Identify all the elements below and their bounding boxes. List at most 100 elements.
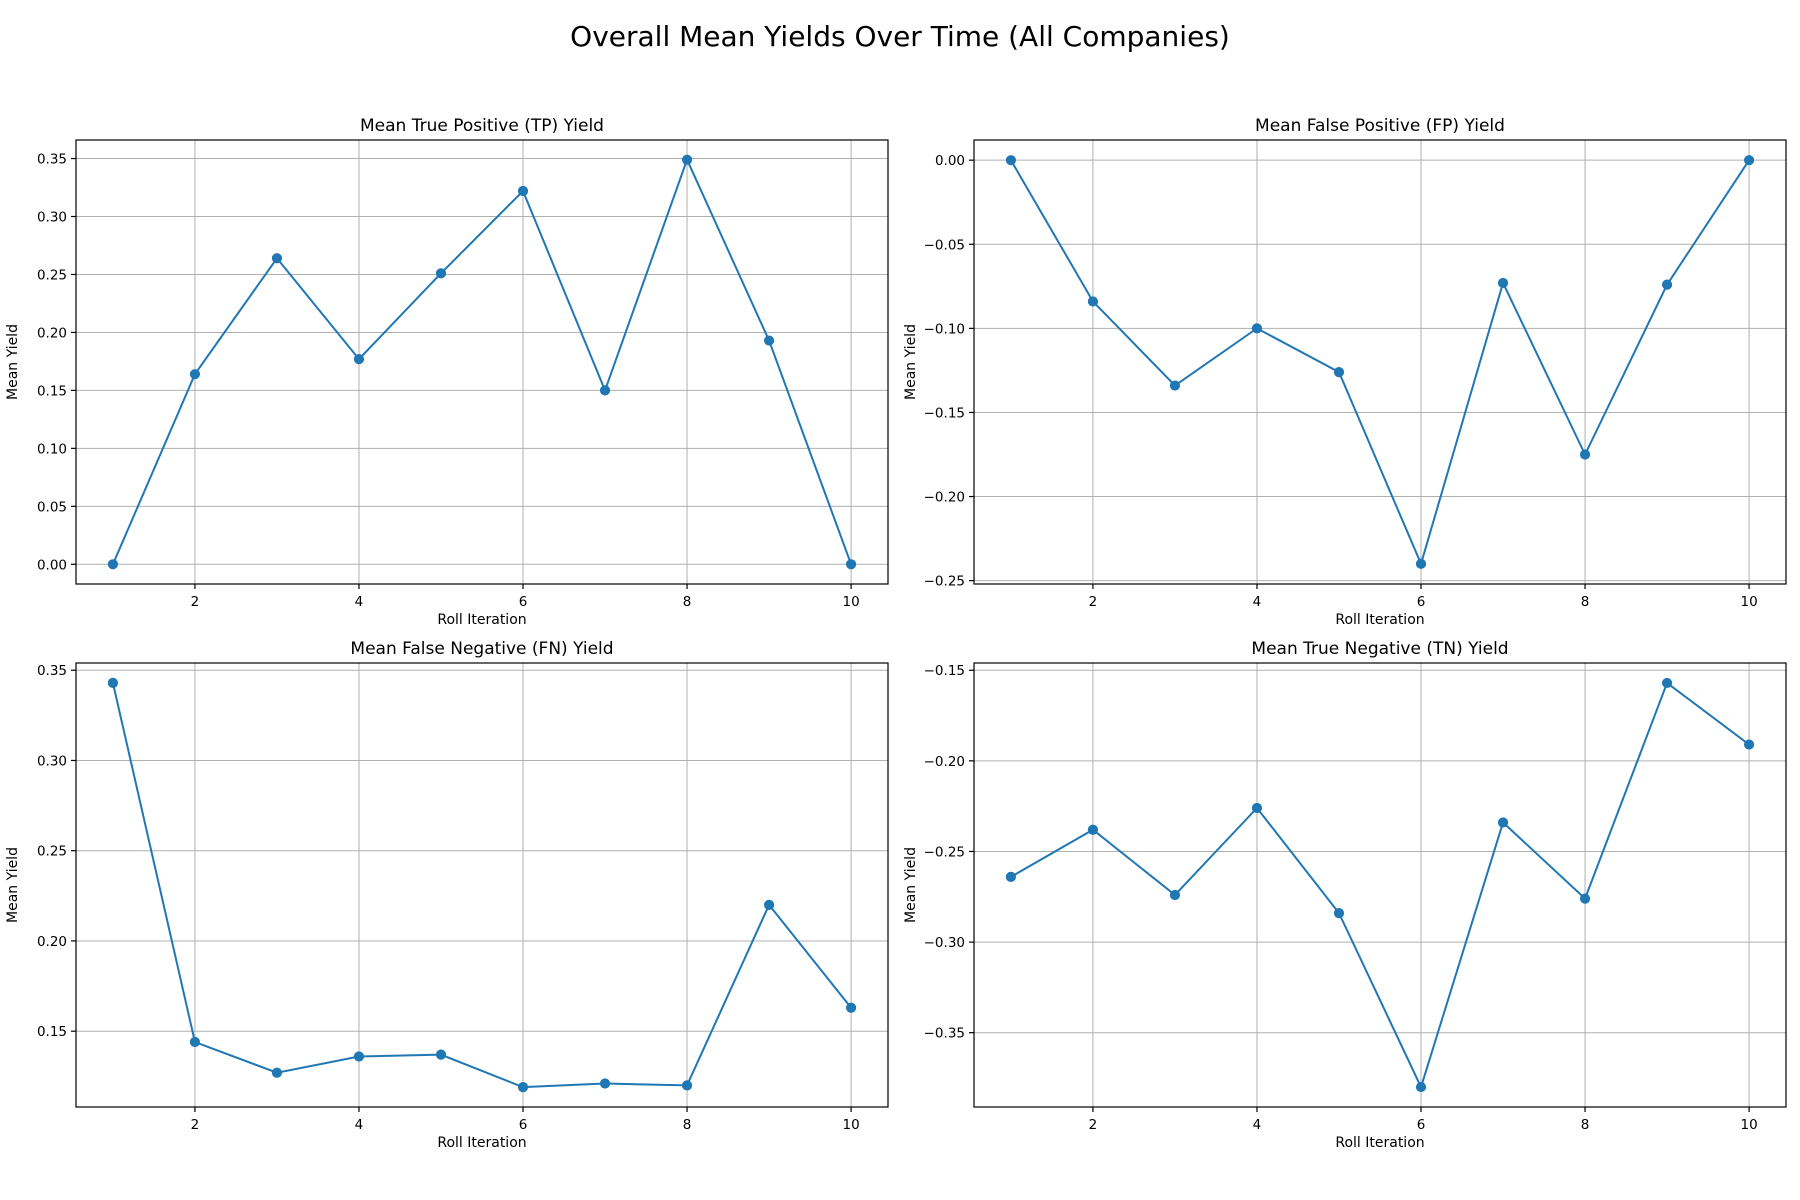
data-point [353, 354, 365, 365]
subplot-tn: 2 4 6 8 10 −0.15 −0.20 −0.25 −0.30 −0.35 Mean True… [903, 639, 1787, 1151]
data-point [189, 369, 201, 380]
data-point [681, 1080, 693, 1091]
series-line-fn [111, 682, 852, 1089]
data-point [271, 1067, 283, 1078]
data-point [271, 253, 283, 264]
data-point [763, 899, 775, 910]
x-axis-label-fp: Roll Iteration [1335, 612, 1424, 628]
markers-fn [107, 677, 857, 1093]
data-point [1743, 739, 1755, 750]
x-tick-label: 10 [1740, 594, 1757, 610]
x-tick-label: 8 [1581, 1117, 1590, 1133]
data-point [1333, 907, 1345, 919]
y-tick-label: 0.35 [37, 663, 67, 679]
data-point [107, 559, 119, 570]
figure-title: Overall Mean Yields Over Time (All Compa… [570, 20, 1230, 53]
x-tick-label: 6 [519, 594, 528, 610]
data-point [1169, 380, 1181, 391]
data-point [1333, 366, 1345, 378]
axes-frame-tn [973, 662, 1787, 1108]
x-tick-label: 2 [1089, 594, 1098, 610]
data-point [1661, 677, 1673, 689]
axes-frame-fp [973, 139, 1787, 585]
y-tick-label: 0.35 [37, 152, 67, 168]
x-axis-label-fn: Roll Iteration [437, 1135, 526, 1151]
data-point [1579, 893, 1591, 904]
data-point [681, 154, 693, 165]
y-tick-label: −0.15 [924, 405, 965, 421]
series-line-tp [111, 157, 853, 565]
axes-frame-fn [75, 662, 889, 1108]
x-tick-label: 8 [683, 1117, 692, 1133]
x-tick-label: 8 [683, 594, 692, 610]
data-point [599, 385, 611, 396]
data-point [1087, 296, 1099, 307]
y-tick-label: 0.20 [37, 325, 67, 341]
series-line-tn [1010, 681, 1750, 1090]
gridlines-tp [76, 140, 888, 584]
x-tick-label: 2 [1089, 1117, 1098, 1133]
data-point [435, 1049, 447, 1060]
x-tick-label: 6 [1417, 594, 1426, 610]
x-axis-label-tp: Roll Iteration [437, 612, 526, 628]
data-point [353, 1051, 365, 1062]
y-tick-label: 0.25 [37, 267, 67, 283]
x-tick-label: 10 [842, 594, 859, 610]
y-tick-label: −0.10 [924, 321, 965, 337]
markers-fp [1005, 155, 1755, 569]
data-point [1415, 558, 1427, 569]
data-point [1661, 279, 1673, 290]
subplot-grid: 2 4 6 8 10 0.00 0.05 0.10 0.15 0.20 0.25 0.30 0.35 Me… [5, 116, 1787, 1151]
data-point [763, 335, 775, 346]
x-tick-label: 4 [1253, 1117, 1262, 1133]
data-point [845, 559, 857, 570]
y-axis-label-tp: Mean Yield [5, 324, 21, 400]
subplot-title-fp: Mean False Positive (FP) Yield [1255, 116, 1505, 136]
series-line-fp [1010, 159, 1750, 567]
x-tick-label: 10 [842, 1117, 859, 1133]
y-tick-label: 0.10 [37, 441, 67, 457]
y-tick-label: −0.05 [924, 237, 965, 253]
data-point [1251, 802, 1263, 814]
y-axis-label-fp: Mean Yield [903, 324, 919, 400]
x-tick-label: 4 [1253, 594, 1262, 610]
x-tick-label: 4 [355, 594, 364, 610]
data-point [845, 1002, 857, 1013]
y-tick-label: −0.25 [924, 574, 965, 590]
subplot-title-tp: Mean True Positive (TP) Yield [360, 116, 604, 136]
data-point [189, 1036, 201, 1048]
y-tick-label: 0.25 [37, 844, 67, 860]
axes-frame-tp [75, 139, 889, 585]
x-tick-label: 10 [1740, 1117, 1757, 1133]
data-point [1497, 817, 1509, 828]
x-axis-label-tn: Roll Iteration [1335, 1135, 1424, 1151]
x-tick-label: 8 [1581, 594, 1590, 610]
markers-tn [1005, 677, 1755, 1093]
x-tick-label: 6 [1417, 1117, 1426, 1133]
data-point [1169, 889, 1181, 901]
data-point [1087, 824, 1099, 835]
data-point [1415, 1081, 1427, 1093]
y-tick-label: −0.20 [924, 490, 965, 506]
y-tick-label: 0.00 [37, 557, 67, 573]
data-point [1743, 155, 1755, 166]
x-tick-label: 6 [519, 1117, 528, 1133]
y-tick-label: −0.25 [924, 844, 965, 860]
y-tick-label: 0.15 [37, 383, 67, 399]
data-point [107, 677, 119, 688]
y-tick-label: −0.35 [924, 1026, 965, 1042]
markers-tp [107, 154, 857, 570]
data-point [1251, 323, 1263, 334]
y-tick-label: 0.30 [37, 210, 67, 226]
data-point [517, 185, 529, 197]
data-point [1005, 155, 1017, 166]
subplot-title-tn: Mean True Negative (TN) Yield [1251, 639, 1508, 659]
subplot-title-fn: Mean False Negative (FN) Yield [350, 639, 613, 659]
data-point [1005, 871, 1017, 882]
data-point [1579, 449, 1591, 460]
y-tick-label: 0.05 [37, 499, 67, 515]
x-tick-label: 2 [191, 1117, 200, 1133]
x-tick-label: 4 [355, 1117, 364, 1133]
data-point [435, 268, 447, 279]
